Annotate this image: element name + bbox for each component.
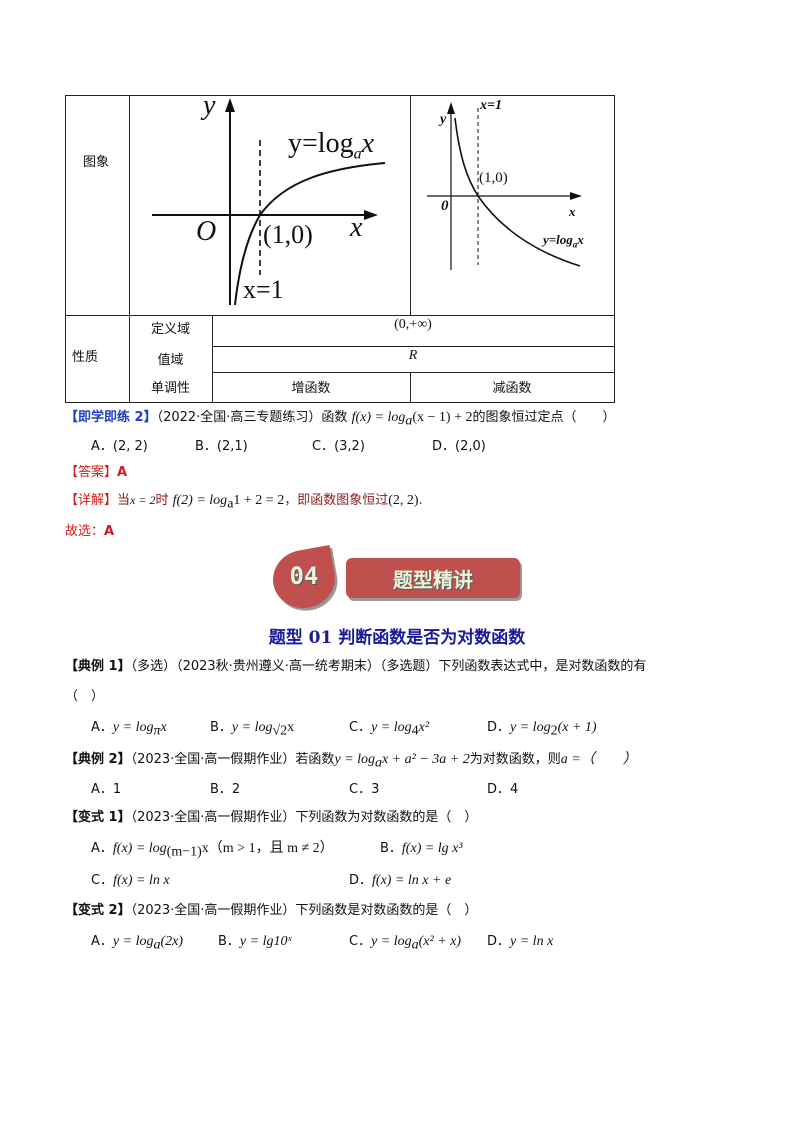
prop-label-range: 值域: [157, 353, 184, 368]
left-x-label: x: [350, 212, 363, 243]
example-1-paren: （ ）: [65, 689, 105, 704]
right-func-label: y=logax: [543, 232, 584, 250]
option-d: D．(2,0): [432, 439, 486, 454]
left-origin-label: O: [196, 216, 217, 247]
practice-question: 【即学即练 2】（2022·全国·高三专题练习）函数 f(x) = loga(x…: [65, 410, 616, 429]
choose-line: 故选：A: [65, 524, 115, 539]
var2-option-d: D．y = ln x: [487, 934, 554, 949]
ex2-option-a: A．1: [91, 782, 122, 797]
variant-2-question: 【变式 2】（2023·全国·高一假期作业）下列函数是对数函数的是（ ）: [65, 903, 478, 918]
graph-increasing-log: [152, 98, 582, 306]
right-origin-label: 0: [441, 198, 449, 214]
var1-option-b: B．f(x) = lg x³: [380, 841, 463, 856]
var2-option-b: B．y = lg10ˣ: [218, 934, 292, 949]
var2-option-c: C．y = loga(x² + x): [349, 934, 462, 953]
left-func-label: y=logax: [288, 128, 375, 163]
variant-1-question: 【变式 1】（2023·全国·高一假期作业）下列函数为对数函数的是（ ）: [65, 810, 478, 825]
option-b: B．(2,1): [195, 439, 248, 454]
prop-label-domain: 定义域: [150, 322, 190, 337]
banner-title: 题型精讲: [393, 568, 473, 592]
ex1-option-c: C．y = log4x²: [349, 720, 430, 739]
left-asymptote-label: x=1: [243, 275, 284, 304]
banner-bar: [346, 558, 520, 598]
ex2-option-c: C．3: [349, 782, 380, 797]
example-1-question: 【典例 1】（多选）（2023秋·贵州遵义·高一统考期末）（多选题）下列函数表达…: [65, 659, 647, 674]
right-point-label: (1,0): [479, 170, 508, 186]
left-y-label: y: [203, 90, 216, 121]
row-label-properties: 性质: [72, 350, 99, 365]
answer-line: 【答案】A: [65, 465, 128, 480]
ex2-option-b: B．2: [210, 782, 241, 797]
ex1-option-d: D．y = log2(x + 1): [487, 720, 597, 739]
prop-value-range: R: [408, 348, 418, 363]
left-point-label: (1,0): [263, 220, 313, 249]
banner-number: 04: [289, 562, 319, 590]
right-y-label: y: [440, 112, 447, 127]
ex2-option-d: D．4: [487, 782, 519, 797]
prop-value-domain: (0,+∞): [394, 317, 432, 332]
ex1-option-b: B．y = log√2x: [210, 720, 295, 739]
example-2-question: 【典例 2】（2023·全国·高一假期作业）若函数y = logax + a² …: [65, 752, 637, 771]
option-a: A．(2, 2): [91, 439, 148, 454]
right-x-label: x: [569, 204, 576, 219]
row-label-graph: 图象: [83, 155, 110, 170]
prop-value-increasing: 增函数: [291, 381, 331, 396]
var2-option-a: A．y = loga(2x): [91, 934, 184, 953]
right-asymptote-label: x=1: [480, 98, 502, 113]
var1-option-c: C．f(x) = ln x: [91, 873, 170, 888]
prop-value-decreasing: 减函数: [492, 381, 532, 396]
ex1-option-a: A．y = logπx: [91, 720, 167, 739]
option-c: C．(3,2): [312, 439, 365, 454]
section-title: 题型 01 判断函数是否为对数函数: [268, 628, 526, 648]
var1-option-a: A．f(x) = log(m−1)x（m > 1，且 m ≠ 2）: [91, 841, 334, 860]
detail-line: 【详解】当x = 2时 f(2) = loga1 + 2 = 2，即函数图象恒过…: [65, 493, 423, 512]
prop-label-monotonicity: 单调性: [150, 381, 190, 396]
var1-option-d: D．f(x) = ln x + e: [349, 873, 452, 888]
